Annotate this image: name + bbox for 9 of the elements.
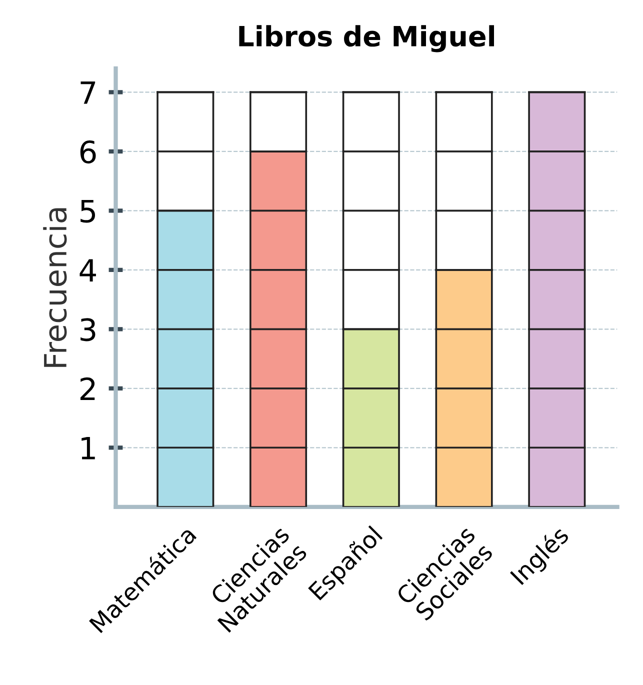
y-tick-label: 1 [82,436,95,460]
y-axis-title: Frecuencia [43,208,67,367]
chart-title: Libros de Miguel [239,25,494,52]
y-tick-label: 4 [80,259,96,282]
y-tick-label: 2 [80,377,95,400]
y-tick-label: 3 [80,318,96,342]
y-tick-label: 6 [80,140,96,164]
y-tick-label: 5 [80,200,96,223]
y-tick-label: 7 [80,82,96,104]
